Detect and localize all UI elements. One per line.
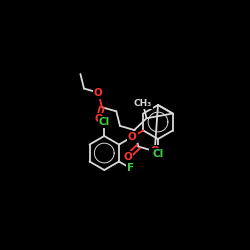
Text: F: F	[127, 163, 134, 173]
Text: O: O	[94, 88, 103, 98]
Text: Cl: Cl	[99, 116, 110, 126]
Text: CH₃: CH₃	[134, 99, 152, 108]
Text: O: O	[94, 114, 103, 124]
Text: Cl: Cl	[152, 149, 164, 159]
Text: O: O	[124, 152, 132, 162]
Text: O: O	[128, 132, 136, 142]
Text: O: O	[150, 146, 159, 156]
